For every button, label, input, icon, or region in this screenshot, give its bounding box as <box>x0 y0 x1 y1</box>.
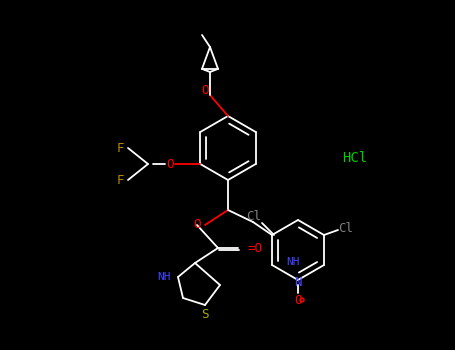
Text: NH: NH <box>286 257 299 267</box>
Text: F: F <box>116 141 124 154</box>
Text: NH: NH <box>157 272 171 282</box>
Text: O: O <box>166 158 174 170</box>
Text: O: O <box>201 84 209 97</box>
Text: O: O <box>294 294 302 308</box>
Text: S: S <box>201 308 209 322</box>
Text: O: O <box>193 218 201 231</box>
Text: Cl: Cl <box>339 222 354 235</box>
Text: HCl: HCl <box>343 151 368 165</box>
Text: N: N <box>294 275 302 288</box>
Text: F: F <box>116 174 124 187</box>
Text: =O: =O <box>248 241 263 254</box>
Text: Cl: Cl <box>247 210 262 224</box>
